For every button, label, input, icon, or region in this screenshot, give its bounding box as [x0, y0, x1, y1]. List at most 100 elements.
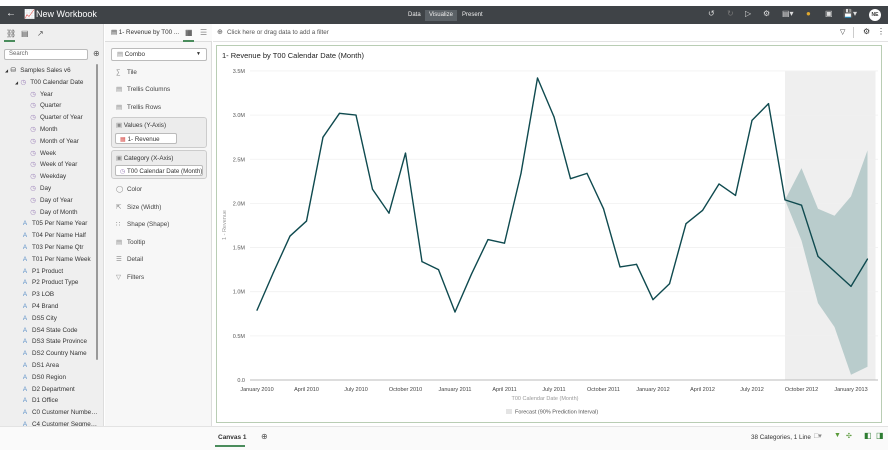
tree-item[interactable]: A T05 Per Name Year: [21, 220, 87, 227]
values-y-axis-section[interactable]: ▣ Values (Y-Axis) ▦ 1- Revenue: [111, 117, 207, 148]
zoom-icon[interactable]: ✣: [846, 433, 852, 440]
tree-item[interactable]: ◷ Month of Year: [29, 138, 79, 145]
refresh-data-icon[interactable]: ⚙: [763, 9, 771, 18]
search-input[interactable]: Search: [4, 49, 88, 60]
filter-placeholder: Click here or drag data to add a filter: [227, 29, 329, 36]
tile-drop-target[interactable]: ∑ Tile: [116, 69, 137, 76]
trellis-rows-drop-target[interactable]: ▤ Trellis Rows: [116, 104, 161, 111]
visualizations-tab-icon[interactable]: ▤: [21, 29, 29, 38]
tree-item[interactable]: A T03 Per Name Qtr: [21, 244, 84, 251]
tree-item[interactable]: A P2 Product Type: [21, 279, 79, 287]
size-drop-target[interactable]: ⇱ Size (Width): [116, 204, 161, 211]
insights-bulb-icon[interactable]: ●: [806, 9, 811, 18]
redo-icon[interactable]: ↻: [727, 9, 734, 18]
add-data-icon[interactable]: ⊕: [93, 49, 100, 58]
category-x-axis-label: ▣ Category (X-Axis): [116, 155, 174, 162]
data-panel-scrollbar[interactable]: [96, 64, 98, 360]
attribute-icon: A: [22, 255, 28, 263]
tree-item[interactable]: A DS5 City: [21, 315, 57, 322]
expand-toggle-icon[interactable]: ◢: [15, 79, 20, 85]
category-x-axis-section[interactable]: ▣ Category (X-Axis) ◷ T00 Calendar Date …: [111, 150, 207, 179]
filters-drop-target[interactable]: ▽ Filters: [116, 274, 144, 281]
revenue-pill[interactable]: ▦ 1- Revenue: [115, 133, 177, 144]
tree-item[interactable]: A DS2 Country Name: [21, 350, 87, 357]
detail-drop-target[interactable]: ☰ Detail: [116, 256, 143, 263]
attribute-icon: A: [22, 385, 28, 393]
filter-toggle-icon[interactable]: ▽: [840, 29, 846, 36]
tab-canvas-1[interactable]: Canvas 1: [218, 434, 247, 441]
tree-item[interactable]: A D2 Department: [21, 386, 75, 393]
expand-toggle-icon[interactable]: ◢: [5, 68, 10, 73]
tree-item-label: DS1 Area: [32, 362, 59, 369]
values-icon: ▣: [116, 122, 124, 129]
tree-item[interactable]: A T01 Per Name Week: [21, 256, 91, 263]
viz-name[interactable]: ▤ 1- Revenue by T00 ...: [111, 29, 179, 36]
tree-item-label: D1 Office: [32, 397, 59, 405]
layout-icon[interactable]: □▾: [814, 433, 822, 440]
tree-item[interactable]: ◢ ◷ T00 Calendar Date: [15, 79, 83, 86]
tree-item[interactable]: A DS4 State Code: [21, 327, 78, 334]
back-arrow-icon[interactable]: ←: [6, 8, 16, 19]
clock-icon: ◷: [30, 149, 36, 157]
tree-item[interactable]: A DS3 State Province: [21, 338, 87, 345]
trellis-columns-drop-target[interactable]: ▤ Trellis Columns: [116, 86, 170, 93]
tree-item[interactable]: A P4 Brand: [21, 303, 58, 310]
color-drop-target[interactable]: ◯ Color: [116, 186, 142, 193]
filter-bar[interactable]: ⊕ Click here or drag data to add a filte…: [213, 24, 888, 42]
workbook-title: New Workbook: [36, 9, 97, 19]
tree-item[interactable]: ◷ Month: [29, 126, 57, 133]
chart-title: 1- Revenue by T00 Calendar Date (Month): [222, 51, 365, 60]
tree-item[interactable]: A DS1 Area: [21, 362, 59, 369]
chart-type-dropdown[interactable]: ▤ Combo ▼: [111, 48, 207, 61]
grammar-panel: [105, 24, 212, 426]
tooltip-drop-target[interactable]: ▤ Tooltip: [116, 239, 145, 246]
tree-item-label: DS2 Country Name: [32, 350, 87, 358]
avatar[interactable]: NE: [869, 9, 881, 21]
more-options-icon[interactable]: ⋮: [877, 27, 885, 36]
chart-type-icon: ▤: [117, 51, 125, 58]
tree-item[interactable]: ◷ Weekday: [29, 173, 66, 180]
attribute-icon: A: [22, 279, 28, 287]
chart-card[interactable]: [216, 45, 882, 423]
tree-item[interactable]: A P1 Product: [21, 268, 63, 275]
tree-item[interactable]: A T04 Per Name Half: [21, 232, 86, 239]
tree-item[interactable]: ◷ Day of Year: [29, 197, 72, 204]
tree-item[interactable]: A P3 LOB: [21, 291, 54, 298]
tooltip-icon: ▤: [116, 239, 122, 246]
category-icon: ▣: [116, 155, 124, 162]
tree-item[interactable]: ◷ Quarter of Year: [29, 114, 82, 121]
preview-icon[interactable]: ▣: [825, 9, 833, 18]
grammar-tab-icon[interactable]: ▦: [185, 28, 193, 37]
tree-item[interactable]: ◷ Year: [29, 90, 52, 98]
tree-item[interactable]: ◷ Week of Year: [29, 161, 77, 168]
run-icon[interactable]: ▷: [745, 9, 752, 18]
panel-left-icon[interactable]: ◧: [864, 431, 872, 440]
analytics-tab-icon[interactable]: ↗: [37, 29, 44, 38]
shape-drop-target[interactable]: ∷ Shape (Shape): [116, 221, 169, 228]
tree-item[interactable]: ◷ Quarter: [29, 102, 61, 109]
tree-item[interactable]: A C0 Customer Numbe…: [21, 409, 98, 416]
tab-visualize[interactable]: Visualize: [425, 10, 457, 21]
tree-item[interactable]: ◢ ⛁ Samples Sales v6: [5, 67, 71, 74]
add-visualization-icon[interactable]: ▤▾: [782, 9, 794, 18]
tree-item[interactable]: A DS0 Region: [21, 374, 66, 381]
calendar-date-pill[interactable]: ◷ T00 Calendar Date (Month): [115, 165, 203, 176]
panel-right-icon[interactable]: ◨: [876, 431, 884, 440]
canvas-settings-icon[interactable]: ⚙: [863, 27, 871, 36]
trellis-columns-icon: ▤: [116, 86, 122, 93]
undo-icon[interactable]: ↺: [708, 9, 715, 18]
tree-item[interactable]: A C4 Customer Segme…: [21, 421, 97, 428]
tab-present[interactable]: Present: [462, 12, 483, 18]
properties-tab-icon[interactable]: ☰: [200, 28, 208, 37]
save-icon[interactable]: 💾▾: [843, 9, 857, 18]
filters-label: Filters: [127, 274, 145, 281]
tree-item[interactable]: A D1 Office: [21, 397, 58, 404]
tree-item[interactable]: ◷ Day of Month: [29, 209, 77, 216]
add-canvas-icon[interactable]: ⊕: [261, 432, 268, 441]
tree-item[interactable]: ◷ Day: [29, 185, 51, 192]
sort-icon[interactable]: ▼: [834, 432, 841, 439]
data-tab-icon[interactable]: ⛓: [6, 29, 17, 38]
tree-item[interactable]: ◷ Week: [29, 150, 56, 157]
tab-data[interactable]: Data: [408, 12, 421, 18]
clock-icon: ◷: [30, 90, 36, 98]
